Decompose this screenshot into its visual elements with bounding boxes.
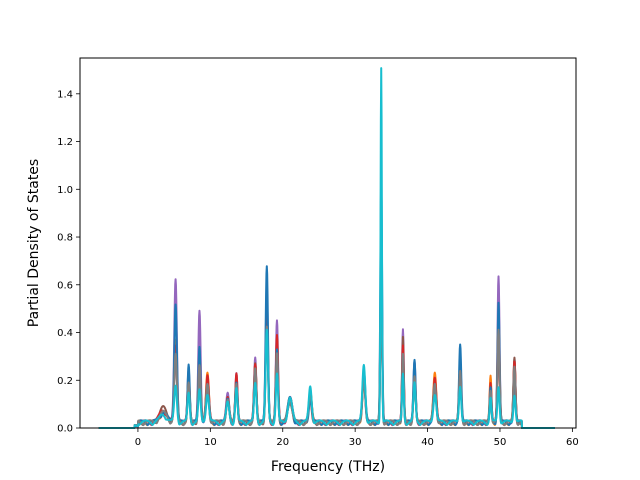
plot-frame [79,57,577,429]
x-tick-label: 40 [421,437,434,448]
x-tick-label: 10 [204,437,217,448]
y-tick-label: 1.4 [57,89,73,100]
series-line [98,265,556,429]
y-tick-label: 0.4 [57,328,73,339]
series-line [98,67,556,429]
x-tick-label: 0 [135,437,141,448]
series-layer [98,67,556,429]
y-tick-label: 1.2 [57,137,73,148]
y-tick-label: 0.6 [57,280,73,291]
x-axis-label: Frequency (THz) [271,459,385,475]
y-tick-label: 0.8 [57,233,73,244]
x-tick-label: 50 [494,437,507,448]
y-axis-label: Partial Density of States [26,159,42,327]
ticks-layer: 0 10 20 30 40 50 60 0.0 0.2 0.4 0.6 0.8 1.0 1.2 1.4 [57,89,579,448]
x-tick-label: 20 [276,437,289,448]
x-tick-label: 30 [349,437,362,448]
x-tick-label: 60 [566,437,579,448]
y-tick-label: 1.0 [57,185,73,196]
y-tick-label: 0.0 [57,424,73,435]
y-tick-label: 0.2 [57,376,73,387]
